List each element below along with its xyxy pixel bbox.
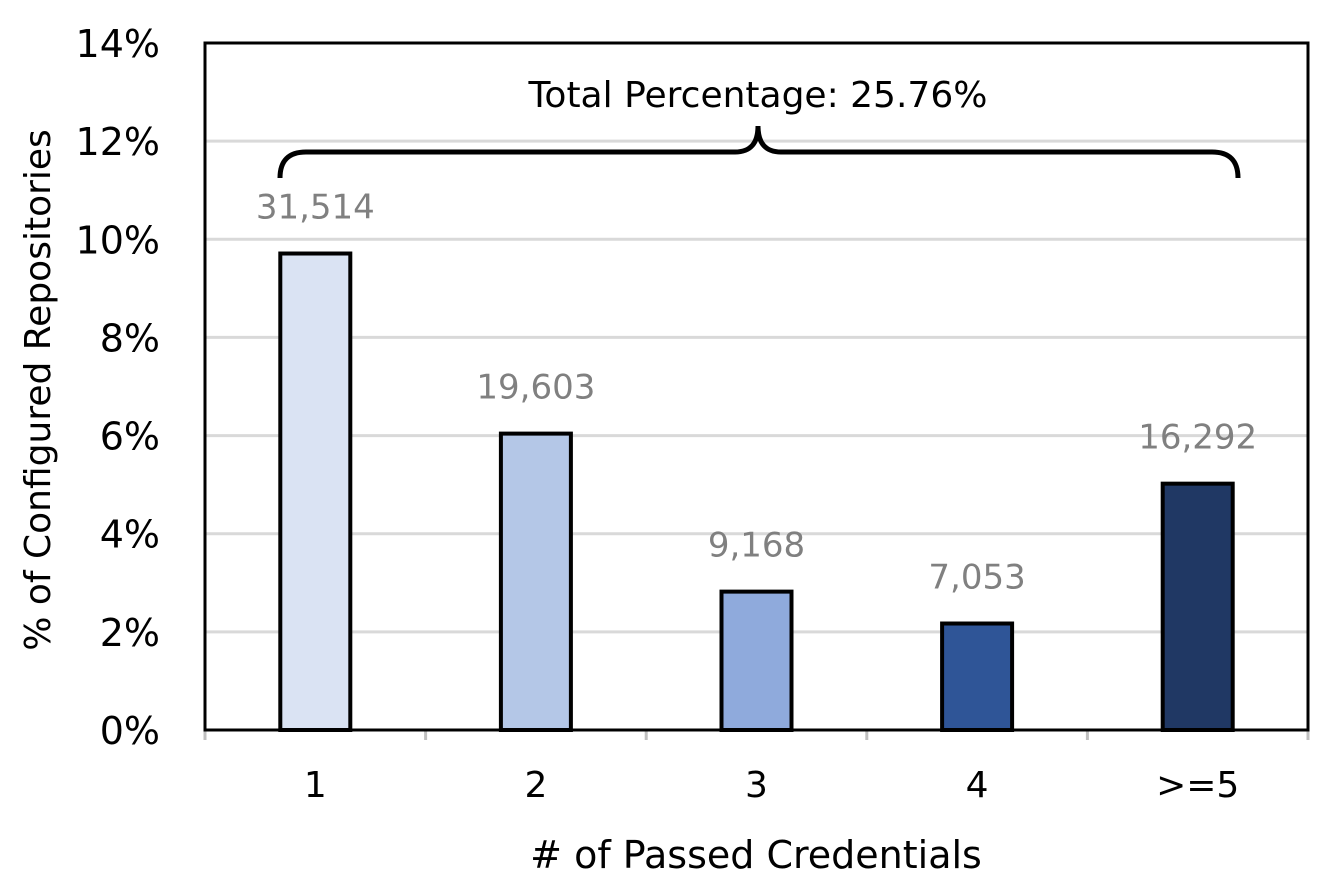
bar: [278, 251, 353, 733]
data-label: 7,053: [928, 558, 1025, 598]
y-tick-label: 2%: [100, 611, 160, 655]
brace-annotation: [277, 125, 1241, 179]
bars: [278, 251, 1235, 733]
y-tick-label: 10%: [76, 218, 160, 262]
total-percentage-annotation: Total Percentage: 25.76%: [528, 75, 988, 116]
data-labels: 31,514 19,603 9,168 7,053 16,292: [256, 188, 1257, 598]
y-tick-labels: 0% 2% 4% 6% 8% 10% 12% 14%: [76, 22, 160, 753]
plot-frame: [203, 41, 1310, 732]
y-axis-label: % of Configured Repositories: [18, 129, 59, 651]
x-tick-label: 4: [966, 765, 989, 806]
y-tick-label: 0%: [100, 709, 160, 753]
x-tick-label: 1: [304, 765, 327, 806]
data-label: 16,292: [1138, 418, 1257, 458]
data-label: 19,603: [476, 368, 595, 408]
x-tick-label: 2: [524, 765, 547, 806]
bar: [940, 621, 1015, 733]
y-tick-label: 6%: [100, 415, 160, 459]
x-tick-labels: 1 2 3 4 >=5: [304, 765, 1239, 806]
bar: [719, 589, 794, 733]
y-tick-label: 14%: [76, 22, 160, 66]
x-axis-label: # of Passed Credentials: [530, 833, 982, 877]
y-tick-label: 4%: [100, 513, 160, 557]
y-tick-label: 8%: [100, 316, 160, 360]
data-label: 31,514: [256, 188, 375, 228]
bar: [498, 431, 573, 732]
y-tick-label: 12%: [76, 120, 160, 164]
x-tick-label: >=5: [1156, 765, 1239, 806]
x-tick-label: 3: [745, 765, 768, 806]
data-label: 9,168: [708, 526, 805, 566]
bar: [1160, 481, 1235, 733]
